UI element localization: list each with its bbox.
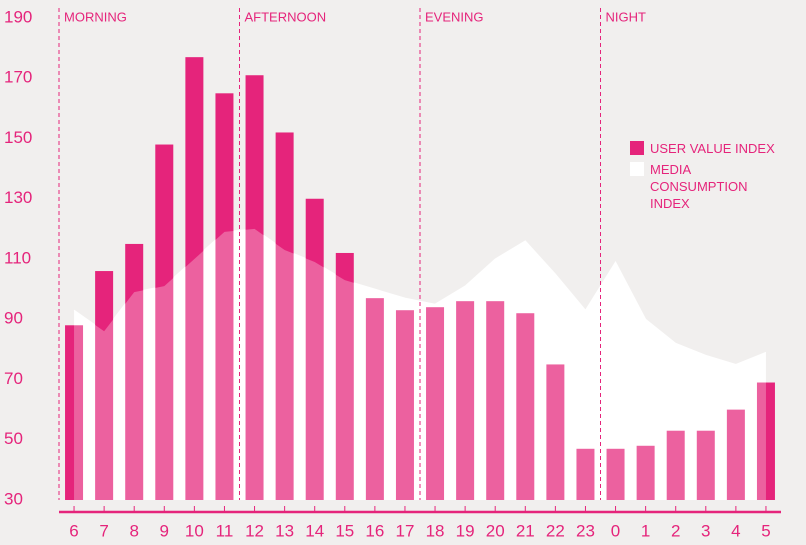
x-tick-label: 16 [365, 521, 384, 540]
x-tick-label: 4 [731, 521, 740, 540]
x-tick-label: 8 [129, 521, 138, 540]
x-tick-label: 17 [395, 521, 414, 540]
x-tick-label: 2 [671, 521, 680, 540]
x-tick-label: 19 [456, 521, 475, 540]
y-tick-label: 70 [4, 369, 23, 388]
x-tick-label: 9 [160, 521, 169, 540]
bar [636, 445, 655, 500]
bar [155, 144, 174, 500]
bar [395, 310, 414, 500]
y-tick-label: 190 [4, 7, 32, 26]
x-tick-label: 10 [185, 521, 204, 540]
bar [65, 325, 84, 500]
x-tick-label: 14 [305, 521, 324, 540]
x-tick-label: 5 [761, 521, 770, 540]
bar [666, 430, 685, 500]
bar [696, 430, 715, 500]
x-tick-label: 3 [701, 521, 710, 540]
x-tick-label: 7 [99, 521, 108, 540]
x-tick-label: 11 [216, 521, 234, 540]
y-tick-label: 150 [4, 128, 32, 147]
bar [456, 301, 475, 500]
legend-label: MEDIA CONSUMPTION INDEX [650, 162, 748, 211]
legend: USER VALUE INDEX MEDIA CONSUMPTION INDEX [630, 140, 790, 216]
bar [185, 57, 204, 500]
bar [576, 448, 595, 500]
section-label: EVENING [425, 9, 484, 24]
bar [305, 198, 324, 500]
legend-swatch [630, 141, 644, 155]
bar [606, 448, 625, 500]
x-tick-label: 13 [275, 521, 294, 540]
x-tick-label: 18 [426, 521, 445, 540]
bar [756, 382, 775, 500]
x-tick-label: 1 [641, 521, 650, 540]
x-tick-label: 6 [69, 521, 78, 540]
bar [215, 93, 234, 500]
legend-label: USER VALUE INDEX [650, 141, 775, 156]
x-tick-label: 15 [335, 521, 354, 540]
bar [726, 409, 745, 500]
bar [426, 307, 445, 500]
legend-item: MEDIA CONSUMPTION INDEX [630, 161, 790, 212]
x-tick-label: 20 [486, 521, 505, 540]
section-label: NIGHT [606, 9, 647, 24]
y-tick-label: 170 [4, 68, 32, 87]
x-tick-label: 12 [245, 521, 264, 540]
bar [95, 271, 114, 500]
area-overlay [74, 228, 766, 500]
bar [125, 243, 144, 500]
x-tick-label: 22 [546, 521, 565, 540]
y-tick-label: 90 [4, 309, 23, 328]
y-tick-label: 30 [4, 489, 23, 508]
section-label: AFTERNOON [245, 9, 327, 24]
section-label: MORNING [64, 9, 127, 24]
bar [275, 132, 294, 500]
bar [335, 252, 354, 500]
y-tick-label: 110 [4, 248, 31, 267]
y-tick-label: 50 [4, 429, 23, 448]
bar [546, 364, 565, 500]
x-tick-label: 21 [516, 521, 535, 540]
x-tick-label: 23 [576, 521, 595, 540]
bar [516, 313, 535, 500]
legend-swatch [630, 162, 644, 176]
bar [486, 301, 505, 500]
bar [365, 298, 384, 500]
y-tick-label: 130 [4, 188, 32, 207]
x-tick-label: 0 [611, 521, 620, 540]
legend-item: USER VALUE INDEX [630, 140, 790, 157]
bar [245, 75, 264, 501]
